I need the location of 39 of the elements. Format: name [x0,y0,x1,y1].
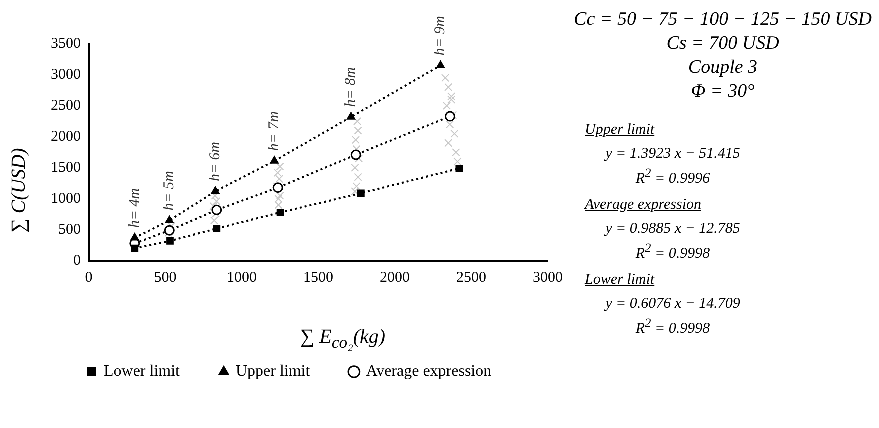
y-tick-label: 3500 [51,36,81,52]
y-tick-label: 1500 [51,160,81,176]
y-tick-label: 3000 [51,66,81,83]
annotation: h= 4m [126,188,143,228]
y-tick-label: 1000 [51,190,81,207]
legend-label: Lower limit [104,363,181,380]
annotation: h= 7m [266,111,283,152]
y-tick-label: 2500 [51,98,81,114]
y-axis-title: ∑ C(USD) [8,148,31,233]
text: Cc = 50 − 75 − 100 − 125 − 150 USD [573,8,873,32]
annotation: h= 8m [343,67,360,108]
y-tick-label: 2000 [51,128,81,145]
y-tick-label: 0 [74,252,81,269]
text: R$^{2}$ = 0.9998 [634,240,712,264]
annotation: h= 5m [162,170,178,211]
x-tick-label: 500 [154,270,177,286]
text: Upper limit [584,122,656,139]
text: Lower limit [584,272,656,289]
text: y = 0.6076 x − 14.709 [604,295,742,314]
legend-label: Upper limit [236,363,311,380]
x-tick-label: 2000 [380,270,410,286]
x-tick-label: 0 [85,270,93,286]
text: R$^{2}$ = 0.9996 [634,165,712,189]
x-tick-label: 3000 [533,270,563,286]
legend-label: Average expression [366,363,492,380]
text: Couple 3 [687,56,759,80]
x-axis-title: ∑ E$_{co₂}$(kg) [299,326,387,353]
text: R$^{2}$ = 0.9998 [634,315,712,339]
y-tick-label: 500 [58,222,81,238]
text: Average expression [583,197,702,214]
annotation: h= 9m [432,16,449,56]
text: y = 1.3923 x − 51.415 [604,145,742,164]
annotation: h= 6m [207,142,224,182]
x-tick-label: 1500 [304,270,334,286]
text: y = 0.9885 x − 12.785 [604,220,742,239]
x-tick-label: 2500 [456,270,486,286]
x-tick-label: 1000 [227,270,257,286]
text: Φ = 30° [690,80,756,104]
text: Cs = 700 USD [666,32,780,56]
